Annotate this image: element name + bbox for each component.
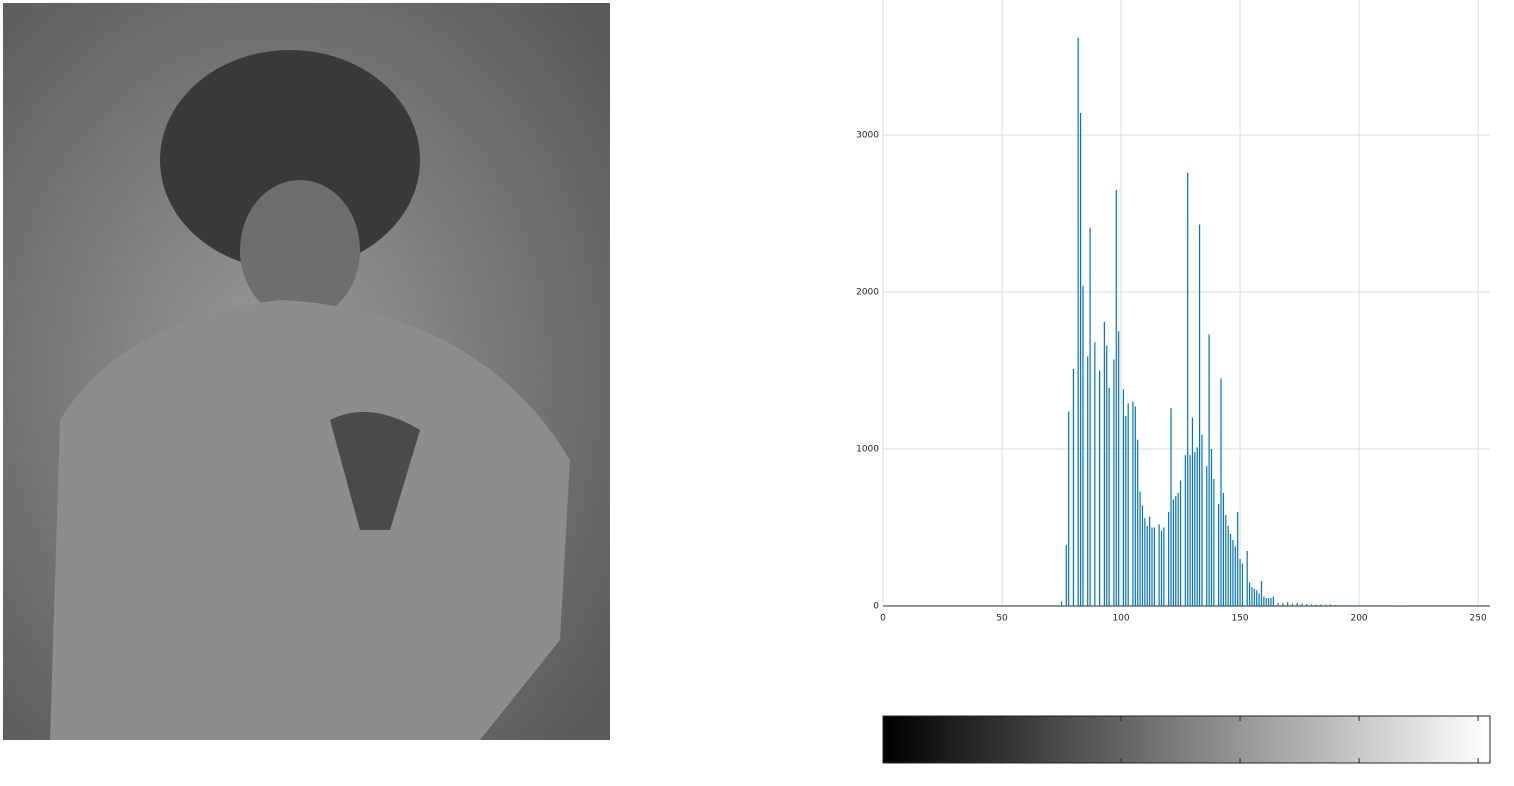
photo xyxy=(3,3,610,740)
x-tick-label: 0 xyxy=(880,614,886,624)
y-tick-label: 1000 xyxy=(856,445,879,455)
y-tick-label: 0 xyxy=(873,602,879,612)
x-tick-label: 50 xyxy=(996,614,1008,624)
colorbar xyxy=(882,715,1491,764)
x-tick-label: 150 xyxy=(1231,614,1248,624)
y-tick-label: 3000 xyxy=(856,131,879,141)
x-tick-label: 250 xyxy=(1470,614,1487,624)
y-tick-label: 2000 xyxy=(856,288,879,298)
x-tick-label: 100 xyxy=(1112,614,1129,624)
x-tick-label: 200 xyxy=(1350,614,1367,624)
